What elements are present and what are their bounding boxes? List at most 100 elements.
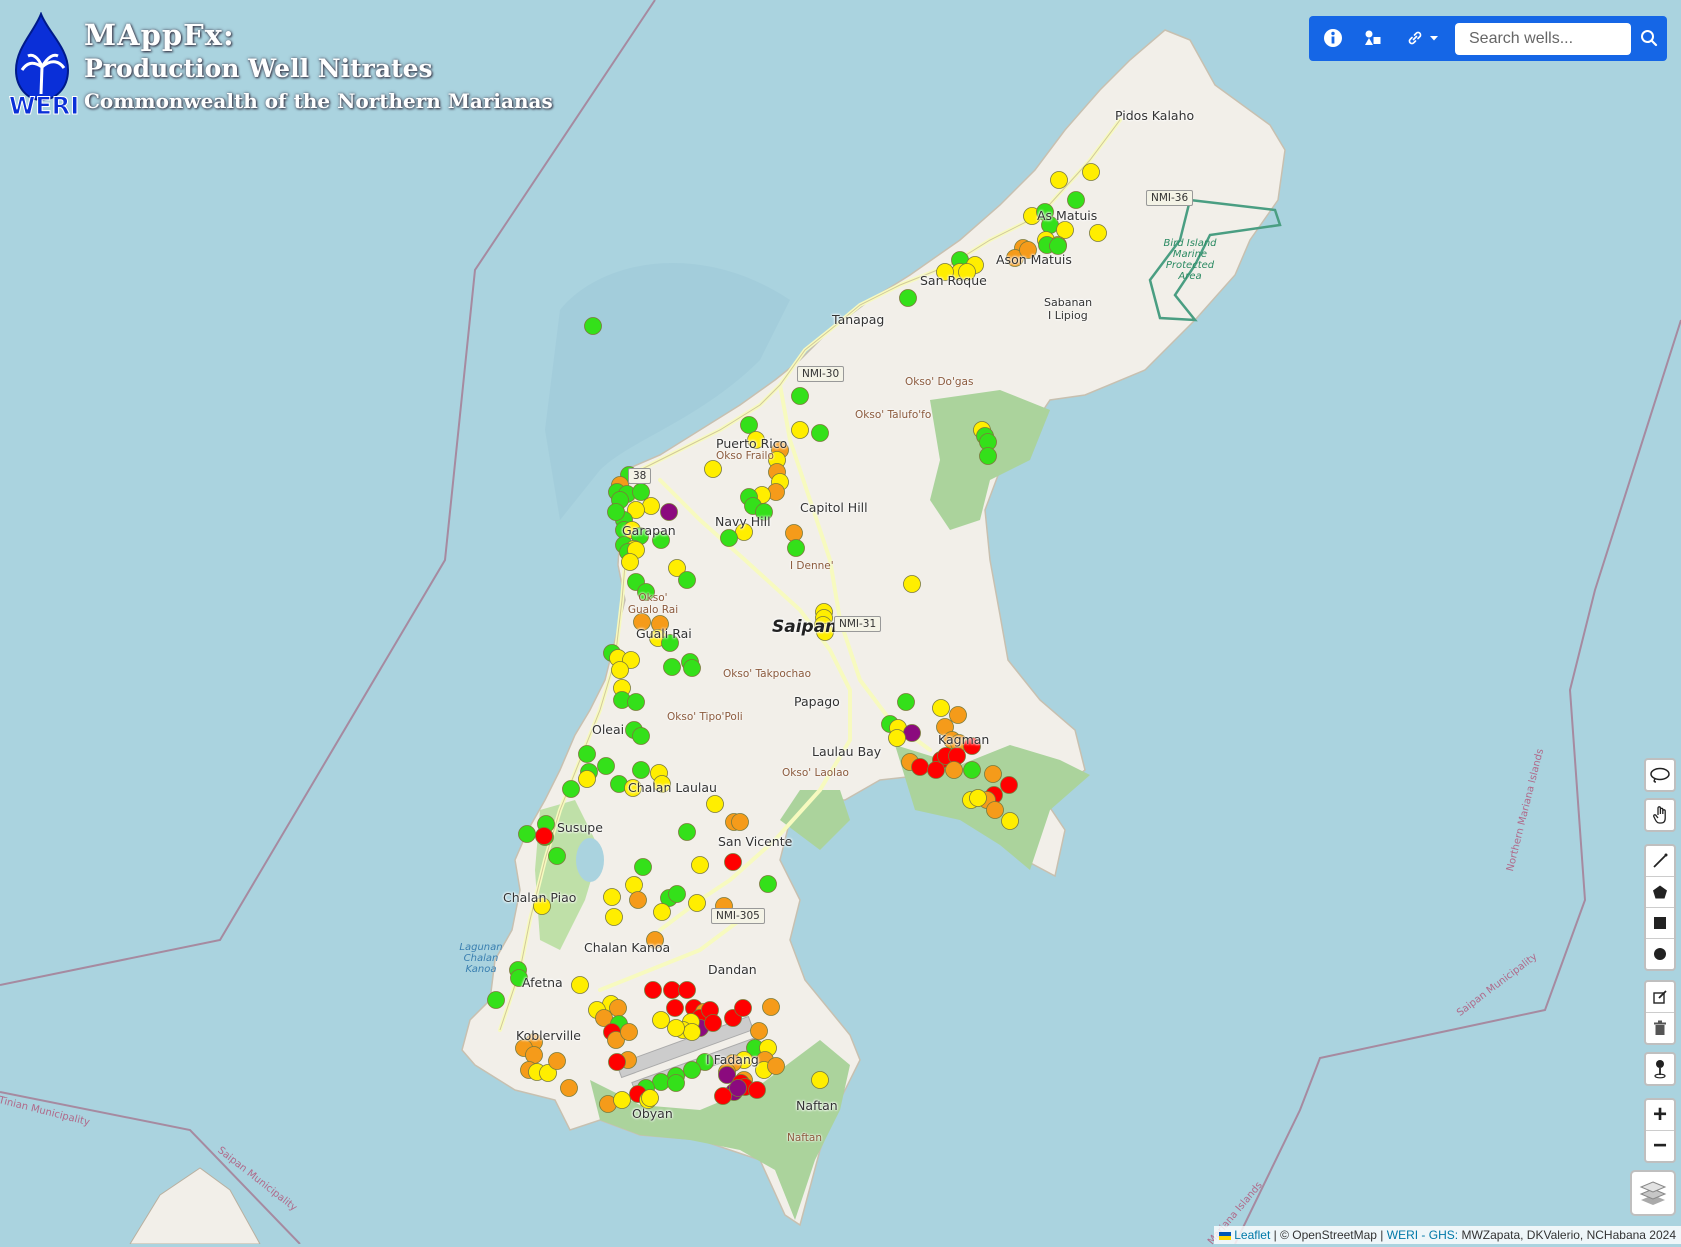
search-button[interactable] bbox=[1635, 24, 1663, 52]
zoom-out-button[interactable]: − bbox=[1652, 1132, 1667, 1159]
well-marker[interactable] bbox=[525, 1046, 543, 1064]
well-marker[interactable] bbox=[666, 999, 684, 1017]
well-marker[interactable] bbox=[984, 765, 1002, 783]
well-marker[interactable] bbox=[510, 969, 528, 987]
well-marker[interactable] bbox=[718, 1066, 736, 1084]
well-marker[interactable] bbox=[903, 724, 921, 742]
well-marker[interactable] bbox=[613, 1091, 631, 1109]
well-marker[interactable] bbox=[714, 1087, 732, 1105]
well-marker[interactable] bbox=[734, 999, 752, 1017]
well-marker[interactable] bbox=[816, 623, 834, 641]
well-marker[interactable] bbox=[652, 531, 670, 549]
well-marker[interactable] bbox=[642, 497, 660, 515]
well-marker[interactable] bbox=[667, 1074, 685, 1092]
well-marker[interactable] bbox=[608, 1053, 626, 1071]
well-marker[interactable] bbox=[1001, 812, 1019, 830]
well-marker[interactable] bbox=[958, 263, 976, 281]
well-marker[interactable] bbox=[963, 761, 981, 779]
well-marker[interactable] bbox=[632, 761, 650, 779]
well-marker[interactable] bbox=[767, 1057, 785, 1075]
well-marker[interactable] bbox=[620, 1023, 638, 1041]
well-marker[interactable] bbox=[632, 727, 650, 745]
well-marker[interactable] bbox=[644, 981, 662, 999]
leaflet-link[interactable]: Leaflet bbox=[1234, 1228, 1271, 1242]
well-marker[interactable] bbox=[646, 931, 664, 949]
well-marker[interactable] bbox=[603, 888, 621, 906]
well-marker[interactable] bbox=[785, 524, 803, 542]
well-marker[interactable] bbox=[611, 661, 629, 679]
well-marker[interactable] bbox=[653, 903, 671, 921]
well-marker[interactable] bbox=[652, 1073, 670, 1091]
well-marker[interactable] bbox=[750, 1022, 768, 1040]
well-marker[interactable] bbox=[811, 424, 829, 442]
well-marker[interactable] bbox=[641, 1089, 659, 1107]
well-marker[interactable] bbox=[1056, 221, 1074, 239]
weri-link[interactable]: WERI - GHS: bbox=[1386, 1228, 1459, 1242]
draw-polyline-button[interactable] bbox=[1646, 846, 1674, 877]
well-marker[interactable] bbox=[683, 1061, 701, 1079]
well-marker[interactable] bbox=[637, 583, 655, 601]
well-marker[interactable] bbox=[667, 1019, 685, 1037]
well-marker[interactable] bbox=[897, 693, 915, 711]
well-marker[interactable] bbox=[605, 908, 623, 926]
well-marker[interactable] bbox=[1089, 224, 1107, 242]
well-marker[interactable] bbox=[678, 823, 696, 841]
well-marker[interactable] bbox=[932, 699, 950, 717]
well-marker[interactable] bbox=[571, 976, 589, 994]
well-marker[interactable] bbox=[740, 416, 758, 434]
well-marker[interactable] bbox=[696, 1053, 714, 1071]
well-marker[interactable] bbox=[927, 761, 945, 779]
draw-circle-button[interactable] bbox=[1646, 939, 1674, 969]
info-button[interactable] bbox=[1319, 24, 1347, 52]
well-marker[interactable] bbox=[535, 827, 553, 845]
well-marker[interactable] bbox=[578, 770, 596, 788]
well-marker[interactable] bbox=[969, 789, 987, 807]
well-marker[interactable] bbox=[1049, 237, 1067, 255]
well-marker[interactable] bbox=[731, 813, 749, 831]
well-marker[interactable] bbox=[704, 1014, 722, 1032]
well-marker[interactable] bbox=[627, 693, 645, 711]
well-marker[interactable] bbox=[755, 503, 773, 521]
well-marker[interactable] bbox=[1019, 241, 1037, 259]
well-marker[interactable] bbox=[621, 553, 639, 571]
link-dropdown-button[interactable] bbox=[1401, 24, 1445, 52]
well-marker[interactable] bbox=[691, 856, 709, 874]
well-marker[interactable] bbox=[562, 780, 580, 798]
well-marker[interactable] bbox=[518, 825, 536, 843]
well-marker[interactable] bbox=[668, 885, 686, 903]
well-marker[interactable] bbox=[632, 483, 650, 501]
delete-layers-button[interactable] bbox=[1646, 1013, 1674, 1043]
well-marker[interactable] bbox=[688, 894, 706, 912]
well-marker[interactable] bbox=[903, 575, 921, 593]
well-marker[interactable] bbox=[759, 875, 777, 893]
well-marker[interactable] bbox=[584, 317, 602, 335]
well-marker[interactable] bbox=[911, 758, 929, 776]
well-marker[interactable] bbox=[683, 659, 701, 677]
well-marker[interactable] bbox=[724, 853, 742, 871]
well-marker[interactable] bbox=[787, 539, 805, 557]
well-marker[interactable] bbox=[949, 706, 967, 724]
well-marker[interactable] bbox=[668, 559, 686, 577]
well-marker[interactable] bbox=[653, 775, 671, 793]
well-marker[interactable] bbox=[625, 876, 643, 894]
well-marker[interactable] bbox=[678, 571, 696, 589]
well-marker[interactable] bbox=[652, 1011, 670, 1029]
well-marker[interactable] bbox=[791, 421, 809, 439]
well-marker[interactable] bbox=[811, 1071, 829, 1089]
well-marker[interactable] bbox=[609, 999, 627, 1017]
well-marker[interactable] bbox=[899, 289, 917, 307]
well-marker[interactable] bbox=[607, 1031, 625, 1049]
well-marker[interactable] bbox=[704, 460, 722, 478]
well-marker[interactable] bbox=[762, 998, 780, 1016]
well-marker[interactable] bbox=[624, 779, 642, 797]
well-marker[interactable] bbox=[986, 801, 1004, 819]
well-marker[interactable] bbox=[1000, 776, 1018, 794]
well-marker[interactable] bbox=[597, 757, 615, 775]
well-marker[interactable] bbox=[629, 891, 647, 909]
well-marker[interactable] bbox=[627, 501, 645, 519]
edit-layers-button[interactable] bbox=[1646, 982, 1674, 1013]
well-marker[interactable] bbox=[663, 658, 681, 676]
well-marker[interactable] bbox=[661, 634, 679, 652]
well-marker[interactable] bbox=[678, 981, 696, 999]
